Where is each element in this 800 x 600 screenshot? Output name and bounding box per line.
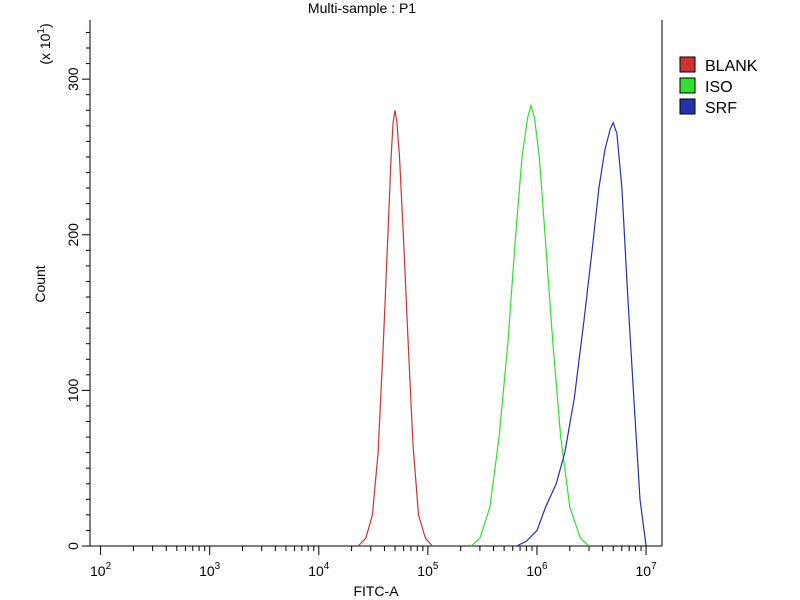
legend-swatch-srf: [679, 98, 696, 115]
x-axis-label: FITC-A: [353, 583, 399, 599]
y-tick-label: 100: [65, 378, 81, 402]
x-tick-label: 107: [635, 561, 657, 579]
y-axis-multiplier: (x 101): [36, 23, 53, 64]
y-multiplier-prefix: (x 10: [37, 33, 53, 64]
x-tick-label: 105: [417, 561, 439, 579]
legend-swatch-blank: [679, 56, 696, 73]
y-tick-label: 0: [65, 542, 81, 550]
legend-label-blank: BLANK: [705, 58, 758, 75]
chart-title: Multi-sample : P1: [308, 0, 416, 16]
series-line-blank: [357, 110, 433, 547]
series-line-iso: [470, 103, 590, 547]
y-tick-label: 300: [65, 67, 81, 91]
series-layer: [357, 103, 647, 547]
legend-label-iso: ISO: [705, 79, 733, 96]
x-tick-label: 106: [526, 561, 548, 579]
plot-axes: [89, 20, 663, 547]
y-axis-label: Count: [32, 265, 48, 302]
x-tick-label: 102: [90, 561, 112, 579]
y-tick-label: 200: [65, 223, 81, 247]
series-line-srf: [516, 121, 647, 547]
svg-text:(x 101): (x 101): [36, 23, 53, 64]
legend-label-srf: SRF: [705, 100, 737, 117]
y-axis-ticks: 0 100 200 300: [65, 31, 90, 550]
x-tick-label: 103: [199, 561, 221, 579]
legend-swatch-iso: [679, 77, 696, 94]
legend: BLANK ISO SRF: [679, 56, 758, 117]
x-tick-label: 104: [308, 561, 330, 579]
y-multiplier-exp: 1: [36, 28, 47, 34]
x-axis-ticks: 102 103 104 105 106 107: [90, 546, 657, 579]
